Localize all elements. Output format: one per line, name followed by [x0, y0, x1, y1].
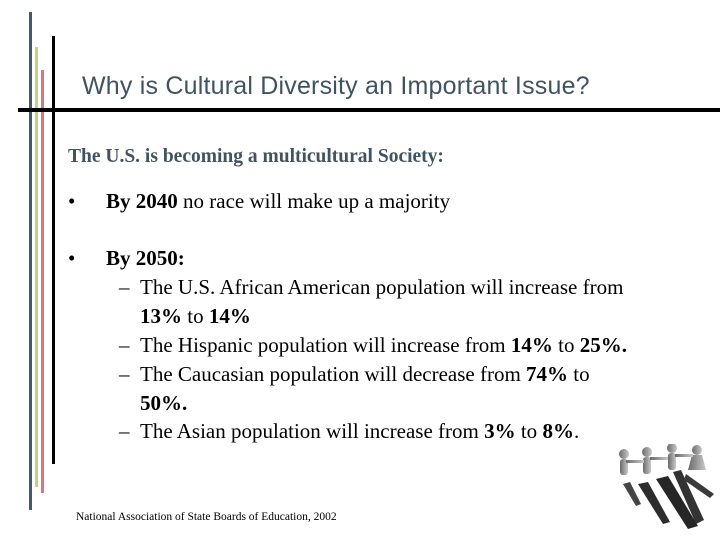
slide-subtitle: The U.S. is becoming a multicultural Soc…: [68, 146, 444, 167]
pct: 14%: [208, 304, 251, 328]
text: The Caucasian population will decrease f…: [140, 362, 527, 386]
pct: 3%: [484, 419, 516, 443]
decor-line-black: [52, 36, 55, 464]
sub-item-caucasian-line1: The Caucasian population will decrease f…: [140, 360, 590, 389]
sub-item-african-american-line2: 13% to 14%: [140, 302, 251, 331]
bold-year: By 2040: [106, 189, 178, 213]
bullet-text: By 2050:: [106, 244, 185, 273]
text: The Asian population will increase from: [140, 419, 485, 443]
pct: 50%.: [140, 391, 188, 415]
dash-marker: –: [119, 333, 130, 357]
slide-title: Why is Cultural Diversity an Important I…: [82, 72, 590, 100]
connector: to: [568, 362, 590, 386]
dash-marker: –: [119, 275, 130, 299]
sub-item-hispanic: The Hispanic population will increase fr…: [140, 331, 627, 360]
connector: to: [182, 304, 209, 328]
sub-item-caucasian-line2: 50%.: [140, 389, 187, 418]
dash-marker: –: [119, 362, 130, 386]
connector: to: [552, 333, 580, 357]
paper-children-holding-hands-icon: [618, 443, 718, 534]
title-underline: [18, 108, 720, 112]
bullet-text: By 2040 no race will make up a majority: [106, 187, 450, 216]
bullet-body: no race will make up a majority: [177, 189, 451, 213]
decor-line-green: [35, 47, 38, 487]
bold-year: By 2050:: [106, 246, 185, 270]
sub-item-asian: The Asian population will increase from …: [140, 417, 579, 446]
pct: 14%: [510, 333, 553, 357]
text: The Hispanic population will increase fr…: [140, 333, 511, 357]
connector: to: [515, 419, 543, 443]
pct: 8%: [542, 419, 574, 443]
decor-line-red: [41, 70, 44, 493]
bullet-marker: •: [68, 189, 76, 213]
citation: National Association of State Boards of …: [76, 511, 337, 523]
sub-item-african-american-line1: The U.S. African American population wil…: [140, 275, 624, 299]
period: .: [573, 419, 580, 443]
pct: 74%: [526, 362, 569, 386]
dash-marker: –: [119, 419, 130, 443]
bullet-marker: •: [68, 246, 76, 270]
pct: 25%.: [579, 333, 627, 357]
decor-line-slate: [29, 12, 32, 510]
pct: 13%: [140, 304, 182, 328]
